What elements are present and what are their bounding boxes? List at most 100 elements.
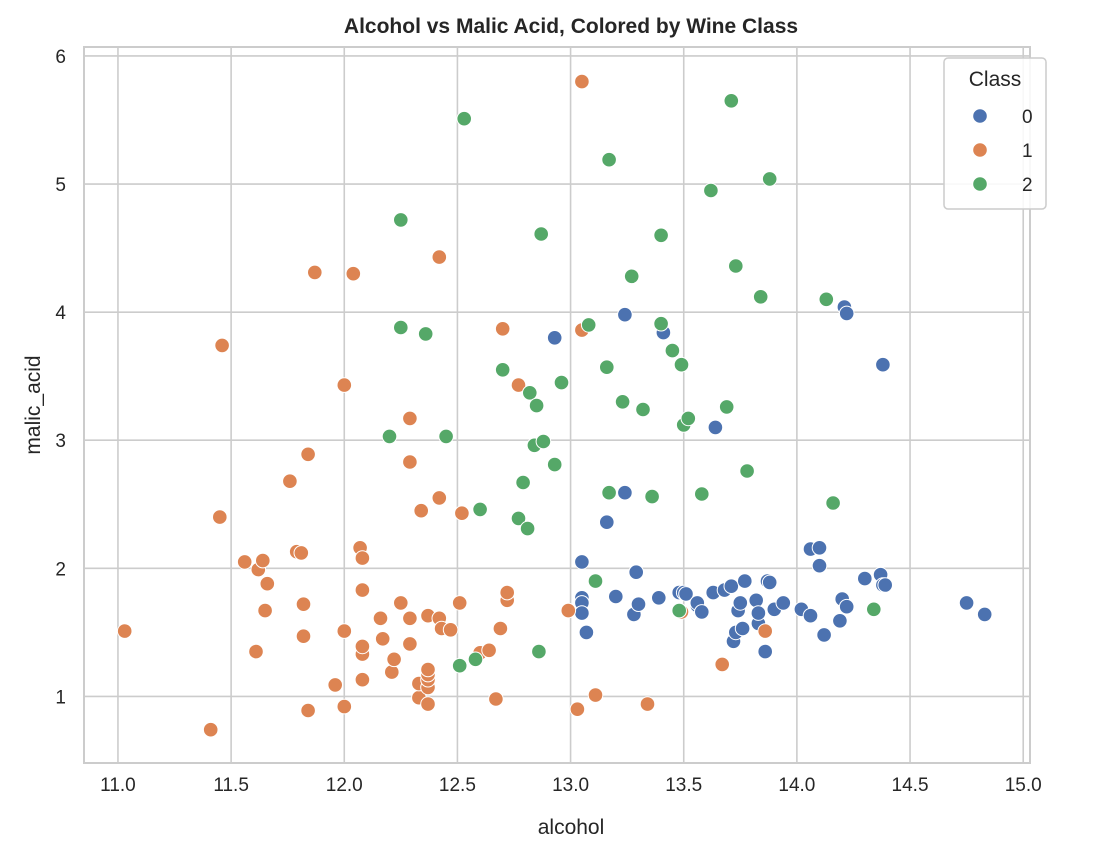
data-point-class-0 — [958, 595, 975, 611]
data-point-class-2 — [599, 359, 615, 376]
data-point-class-2 — [546, 456, 563, 473]
data-point-class-1 — [420, 661, 436, 678]
data-point-class-2 — [664, 342, 681, 359]
data-point-class-1 — [454, 505, 470, 522]
data-point-class-0 — [608, 588, 624, 605]
data-point-class-2 — [752, 289, 769, 305]
legend-label-1: 1 — [1022, 141, 1033, 162]
legend-label-0: 0 — [1022, 107, 1033, 128]
data-point-class-2 — [522, 385, 538, 401]
data-point-class-1 — [354, 638, 371, 655]
data-point-class-2 — [671, 602, 688, 619]
y-tick-labels: 1 2 3 4 5 6 — [55, 47, 66, 708]
data-point-class-0 — [875, 356, 891, 373]
data-point-class-1 — [442, 622, 459, 638]
data-point-class-1 — [336, 698, 353, 715]
data-point-class-0 — [707, 419, 724, 436]
data-point-class-2 — [703, 182, 719, 199]
y-tick-label: 3 — [55, 431, 66, 452]
x-tick-label: 13.0 — [552, 775, 589, 796]
data-point-class-1 — [374, 631, 391, 647]
x-tick-labels: 11.0 11.5 12.0 12.5 13.0 13.5 14.0 14.5 15.0 — [100, 775, 1042, 796]
data-point-class-2 — [515, 474, 531, 491]
data-point-class-0 — [838, 305, 855, 322]
data-point-class-1 — [257, 602, 273, 619]
data-point-class-2 — [587, 573, 604, 589]
data-point-class-0 — [651, 590, 667, 606]
data-point-class-0 — [574, 554, 590, 570]
data-point-class-1 — [574, 73, 590, 90]
data-point-class-1 — [510, 377, 527, 393]
x-tick-label: 12.0 — [326, 775, 363, 796]
data-point-class-2 — [519, 520, 536, 537]
data-point-class-1 — [202, 721, 219, 738]
data-point-class-1 — [639, 696, 656, 712]
data-point-class-1 — [293, 545, 310, 561]
data-point-class-2 — [623, 268, 640, 285]
data-point-class-2 — [528, 397, 545, 414]
data-point-class-1 — [307, 264, 323, 281]
data-point-class-0 — [678, 586, 694, 602]
data-point-class-0 — [811, 540, 828, 556]
data-point-class-1 — [413, 502, 430, 519]
data-point-class-0 — [832, 613, 848, 629]
data-point-class-1 — [282, 473, 298, 490]
data-point-class-1 — [499, 584, 516, 601]
scatter-points — [116, 73, 993, 738]
data-point-class-1 — [402, 636, 418, 652]
data-point-class-1 — [212, 509, 228, 525]
data-point-class-2 — [553, 374, 570, 391]
data-point-class-0 — [811, 557, 828, 574]
data-point-class-1 — [236, 554, 253, 570]
data-point-class-1 — [295, 628, 312, 645]
y-tick-label: 4 — [55, 303, 66, 324]
data-point-class-2 — [494, 362, 511, 378]
data-point-class-2 — [644, 488, 660, 505]
data-point-class-2 — [680, 410, 697, 427]
data-point-class-1 — [259, 575, 276, 592]
data-point-class-1 — [494, 321, 511, 337]
data-point-class-2 — [438, 428, 454, 445]
legend-marker-0 — [972, 108, 988, 124]
data-point-class-0 — [802, 607, 819, 624]
data-point-class-1 — [254, 552, 271, 569]
data-point-class-2 — [739, 463, 755, 479]
data-point-class-1 — [345, 265, 362, 282]
data-point-class-2 — [472, 501, 488, 518]
data-point-class-0 — [578, 624, 595, 641]
y-tick-label: 6 — [55, 47, 66, 68]
data-point-class-2 — [601, 484, 617, 501]
data-point-class-0 — [617, 484, 633, 501]
data-point-class-1 — [354, 671, 371, 688]
data-point-class-1 — [569, 701, 586, 718]
data-point-class-2 — [653, 227, 669, 244]
data-point-class-0 — [628, 564, 645, 581]
data-point-class-1 — [248, 643, 264, 660]
data-point-class-0 — [857, 570, 873, 587]
chart-title: Alcohol vs Malic Acid, Colored by Wine C… — [344, 15, 798, 38]
data-point-class-0 — [732, 595, 749, 611]
x-tick-label: 11.5 — [213, 775, 249, 796]
data-point-class-0 — [737, 573, 753, 589]
data-point-class-2 — [723, 93, 740, 109]
legend: Class 0 1 2 — [943, 57, 1047, 210]
data-point-class-0 — [775, 595, 792, 611]
data-point-class-2 — [614, 394, 631, 410]
data-point-class-2 — [535, 433, 552, 450]
data-point-class-0 — [723, 578, 740, 595]
x-tick-label: 15.0 — [1005, 775, 1042, 796]
legend-title: Class — [969, 68, 1022, 91]
data-point-class-2 — [451, 657, 468, 674]
data-point-class-1 — [587, 687, 604, 703]
data-point-class-1 — [402, 454, 418, 470]
data-point-class-2 — [381, 428, 398, 445]
x-tick-label: 14.5 — [892, 775, 929, 796]
data-point-class-0 — [750, 605, 767, 621]
data-point-class-1 — [402, 610, 418, 627]
data-point-class-0 — [877, 577, 894, 593]
y-axis-label: malic_acid — [22, 355, 45, 454]
data-point-class-0 — [630, 596, 647, 613]
data-point-class-0 — [599, 514, 615, 531]
data-point-class-1 — [481, 642, 497, 659]
